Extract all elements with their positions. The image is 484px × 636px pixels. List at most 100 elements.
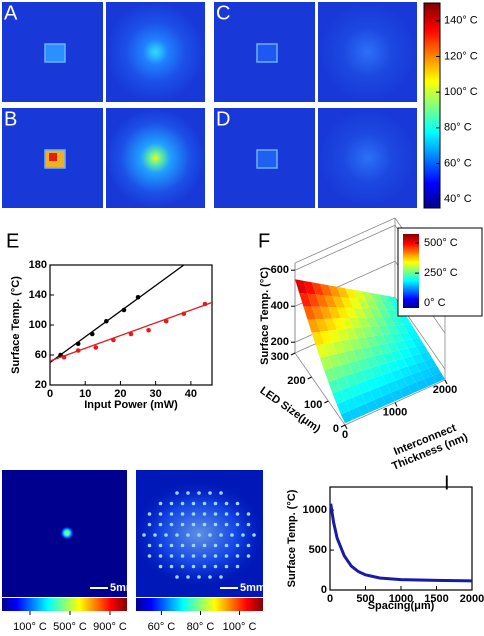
led-dot <box>186 491 190 495</box>
led-dot <box>180 564 185 569</box>
surface-patch <box>365 317 379 327</box>
led-dot <box>158 543 163 548</box>
surface-patch <box>382 333 395 344</box>
led-dot <box>235 512 240 516</box>
panel-label: C <box>216 2 230 24</box>
surface-patch <box>311 306 325 320</box>
y-tick-label: 100 <box>304 399 322 411</box>
surface-patch <box>370 345 383 357</box>
colorbar-label: 250° C <box>424 267 458 279</box>
y-tick <box>340 424 346 428</box>
surface-patch <box>411 371 425 383</box>
led-dot <box>169 501 174 506</box>
surface-patch <box>328 307 341 319</box>
led-dot <box>202 564 207 569</box>
led-dot <box>224 554 229 558</box>
surface-patch <box>345 350 358 363</box>
surface-patch <box>357 299 370 309</box>
led-dot <box>202 522 207 527</box>
led-dot <box>224 512 229 516</box>
x-tick-label: 1500 <box>424 593 448 605</box>
surface-patch <box>349 383 362 398</box>
surface-patch <box>424 375 437 387</box>
led-dot <box>191 522 196 527</box>
surface-patch <box>311 331 325 346</box>
surface-patch <box>370 326 383 336</box>
divider <box>103 2 106 102</box>
surface-patch <box>345 373 358 387</box>
surface-patch <box>395 340 408 351</box>
led-dot <box>191 564 196 569</box>
surface-patch <box>395 358 408 370</box>
surface-patch <box>361 291 375 301</box>
led-dot <box>224 564 229 569</box>
colorbar-label: 100° C <box>223 621 257 633</box>
surface-patch <box>349 338 362 351</box>
surface-patch <box>345 288 358 300</box>
surface-patch <box>428 365 441 376</box>
surface-patch <box>365 335 379 347</box>
surface-patch <box>307 293 320 307</box>
surface-patch <box>365 377 379 391</box>
surface-patch <box>395 377 408 390</box>
led-dot <box>147 554 152 558</box>
led-dot <box>158 522 163 527</box>
y-axis-label: Surface Temp. (°C) <box>10 276 22 374</box>
surface-patch <box>399 385 412 398</box>
x-tick-label: 2000 <box>460 593 484 605</box>
surface-patch <box>345 397 358 411</box>
thermal-glow <box>318 108 417 208</box>
led-dot <box>213 501 218 506</box>
led-dot <box>202 512 207 516</box>
surface-patch <box>353 289 366 300</box>
panel-label: A <box>4 2 18 24</box>
surface-patch <box>370 387 383 400</box>
surface-patch <box>353 370 366 384</box>
thermal-glow <box>318 2 417 102</box>
led-dot <box>208 575 212 579</box>
led-dot <box>213 522 218 527</box>
x-tick-label: 0 <box>327 593 333 605</box>
data-line <box>49 264 185 364</box>
led-dot <box>252 533 256 537</box>
surface-patch <box>353 348 366 361</box>
surface-patch <box>374 334 387 346</box>
box-edge <box>294 217 396 264</box>
led-dot <box>202 543 207 548</box>
surface-patch <box>328 285 341 298</box>
y-tick <box>324 400 329 404</box>
hot-spot <box>60 526 74 540</box>
surface-patch <box>386 360 400 372</box>
surface-patch <box>361 390 375 404</box>
led-dot <box>213 543 218 548</box>
colorbar <box>403 234 419 308</box>
surface-patch <box>340 317 354 329</box>
surface <box>295 279 445 424</box>
surface-patch <box>349 298 362 309</box>
surface-patch <box>415 378 429 391</box>
surface-patch <box>399 317 412 325</box>
surface-patch <box>403 339 416 349</box>
surface-patch <box>357 337 370 349</box>
surface-patch <box>420 351 433 362</box>
led-dot <box>169 522 174 527</box>
device-chip <box>256 43 278 63</box>
surface-patch <box>382 352 395 364</box>
divider <box>315 2 318 102</box>
led-dot <box>246 554 251 558</box>
y-axis-label: Surface Temp. (°C) <box>286 489 298 587</box>
surface-patch <box>353 327 366 339</box>
x-tick <box>394 402 398 407</box>
led-dot <box>235 543 240 548</box>
surface-patch <box>349 317 362 329</box>
surface-patch <box>320 355 333 371</box>
led-dot <box>158 501 163 506</box>
led-dot <box>246 522 251 527</box>
surface-patch <box>320 283 333 297</box>
surface-patch <box>407 346 420 357</box>
surface-patch <box>365 356 379 369</box>
y-tick-label: 200 <box>287 375 305 387</box>
surface-patch <box>386 342 400 353</box>
divider <box>315 108 318 208</box>
surface-patch <box>365 399 379 413</box>
